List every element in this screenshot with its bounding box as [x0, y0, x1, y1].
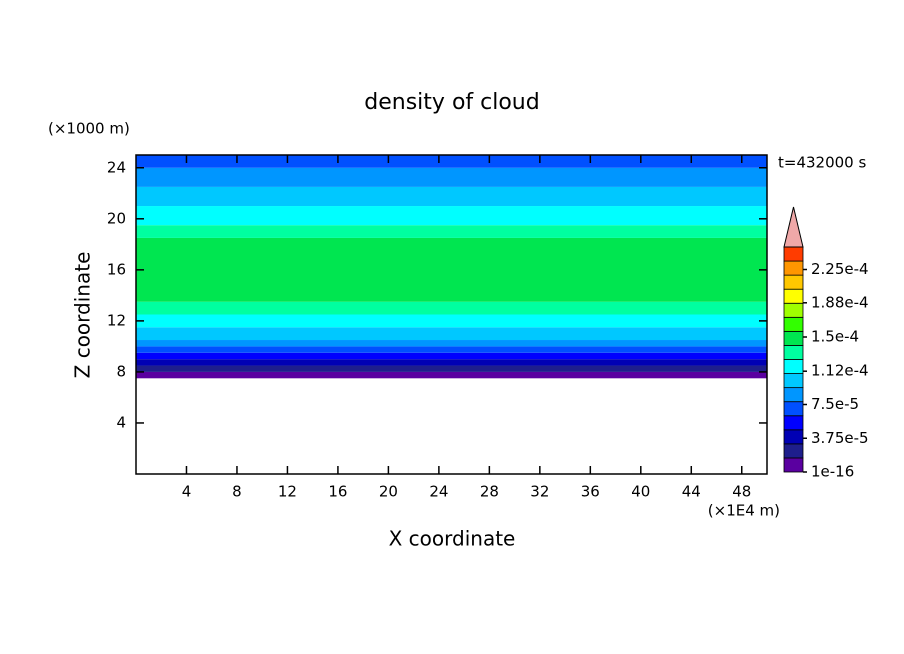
- x-tick-label: 20: [379, 483, 398, 501]
- contour-layer: [136, 206, 767, 226]
- x-tick-label: 12: [278, 483, 297, 501]
- x-tick-label: 4: [182, 483, 192, 501]
- contour-layer: [136, 301, 767, 315]
- colorbar-tick-label: 7.5e-5: [811, 395, 859, 413]
- x-tick-label: 48: [732, 483, 751, 501]
- chart-title: density of cloud: [364, 90, 539, 115]
- x-tick-label: 44: [682, 483, 701, 501]
- x-tick-label: 32: [530, 483, 549, 501]
- colorbar-band: [783, 274, 804, 290]
- contour-layer: [136, 340, 767, 347]
- y-tick-label: 4: [116, 413, 126, 431]
- colorbar-tick-label: 3.75e-5: [811, 429, 869, 447]
- y-tick-label: 8: [116, 362, 126, 380]
- x-tick-label: 40: [631, 483, 650, 501]
- contour-layer: [136, 365, 767, 372]
- colorbar-tick-label: 1e-16: [811, 463, 854, 481]
- field: [136, 155, 767, 379]
- y-tick-label: 24: [107, 158, 126, 176]
- colorbar-band: [783, 260, 804, 276]
- colorbar-extend: [783, 206, 804, 248]
- colorbar-tick-label: 1.88e-4: [811, 293, 869, 311]
- colorbar-band: [783, 401, 804, 417]
- x-axis-label: X coordinate: [389, 527, 516, 551]
- contour-layer: [136, 155, 767, 168]
- colorbar-band: [783, 373, 804, 389]
- contour-layer: [136, 359, 767, 366]
- axes: 4 8 12 16 20 24 28 32 36 40 44 4848121620241e-163.7…: [107, 154, 869, 501]
- colorbar-band: [783, 288, 804, 304]
- colorbar-band: [783, 345, 804, 360]
- contour-layer: [136, 237, 767, 302]
- contour-layer: [136, 225, 767, 238]
- colorbar-band: [783, 302, 804, 318]
- contour-layer: [136, 167, 767, 187]
- contour-layer: [136, 352, 767, 360]
- colorbar-band: [783, 359, 804, 374]
- colorbar-band: [783, 415, 804, 431]
- contour-layer: [136, 314, 767, 328]
- x-tick-label: 36: [581, 483, 600, 501]
- contour-layer: [136, 186, 767, 207]
- colorbar-tick-label: 1.5e-4: [811, 328, 859, 346]
- contour-layer: [136, 327, 767, 341]
- x-tick-label: 28: [480, 483, 499, 501]
- x-tick-label: 8: [232, 483, 242, 501]
- y-unit: (×1000 m): [48, 120, 130, 138]
- contour-layer: [136, 346, 767, 353]
- y-tick-label: 12: [107, 311, 126, 329]
- annotation: t=432000 s: [778, 154, 866, 172]
- x-tick-label: 16: [328, 483, 347, 501]
- colorbar-band: [783, 457, 804, 473]
- x-tick-label: 24: [429, 483, 448, 501]
- colorbar-band: [783, 330, 804, 346]
- colorbar-band: [783, 246, 804, 262]
- y-tick-label: 20: [107, 209, 126, 227]
- colorbar-tick-label: 2.25e-4: [811, 260, 869, 278]
- y-tick-label: 16: [107, 260, 126, 278]
- plot-frame: [135, 154, 768, 475]
- y-axis-label: Z coordinate: [71, 252, 95, 379]
- colorbar-band: [783, 429, 804, 445]
- colorbar-band: [783, 316, 804, 332]
- colorbar-band: [783, 443, 804, 459]
- colorbar-band: [783, 387, 804, 403]
- colorbar-tick-label: 1.12e-4: [811, 362, 869, 380]
- contour-layer: [136, 371, 767, 379]
- x-unit: (×1E4 m): [708, 502, 780, 520]
